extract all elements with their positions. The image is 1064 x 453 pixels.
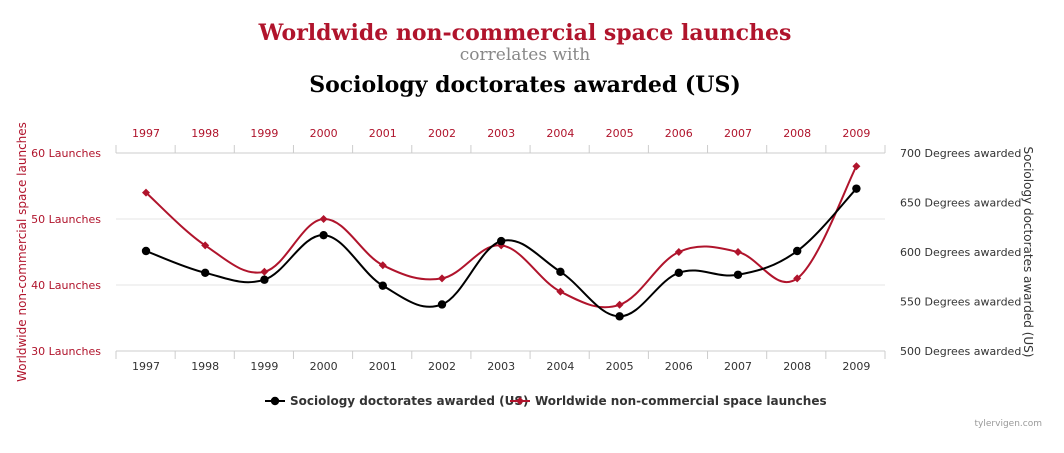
x-top-tick-label: 1998 bbox=[191, 127, 219, 140]
data-point[interactable] bbox=[734, 248, 742, 256]
y-right-axis-label: Sociology doctorates awarded (US) bbox=[1021, 147, 1035, 358]
x-top-tick-label: 2005 bbox=[606, 127, 634, 140]
x-top-tick-label: 1997 bbox=[132, 127, 160, 140]
x-bottom-tick-label: 2005 bbox=[606, 360, 634, 373]
x-top-tick-label: 2006 bbox=[665, 127, 693, 140]
data-point[interactable] bbox=[733, 270, 743, 279]
x-top-tick-label: 2009 bbox=[842, 127, 870, 140]
x-bottom-tick-label: 1998 bbox=[191, 360, 219, 373]
legend: Sociology doctorates awarded (US) Worldwi… bbox=[265, 394, 827, 408]
x-bottom-tick-label: 2008 bbox=[783, 360, 811, 373]
data-point[interactable] bbox=[556, 287, 565, 296]
y-right-tick-label: 700 Degrees awarded bbox=[900, 147, 1021, 160]
x-bottom-tick-label: 2002 bbox=[428, 360, 456, 373]
x-bottom-tick-label: 1999 bbox=[250, 360, 278, 373]
data-point[interactable] bbox=[437, 300, 447, 309]
grid bbox=[116, 152, 885, 352]
data-point[interactable] bbox=[793, 274, 802, 283]
chart-title-2: Sociology doctorates awarded (US) bbox=[309, 72, 741, 98]
data-point[interactable] bbox=[674, 248, 683, 256]
y-left-tick-label: 30 Launches bbox=[31, 345, 101, 358]
data-point[interactable] bbox=[497, 236, 506, 246]
data-point[interactable] bbox=[260, 267, 269, 276]
legend-item[interactable]: Worldwide non-commercial space launches bbox=[510, 394, 827, 408]
data-point[interactable] bbox=[201, 241, 210, 250]
chart-subtitle: correlates with bbox=[460, 45, 590, 65]
x-top-tick-label: 2003 bbox=[487, 127, 515, 140]
x-bottom-tick-label: 1997 bbox=[132, 360, 160, 373]
x-top-tick-label: 1999 bbox=[250, 127, 278, 140]
series-line bbox=[145, 165, 858, 309]
x-top-tick-label: 2007 bbox=[724, 127, 752, 140]
x-bottom-tick-label: 2009 bbox=[842, 360, 870, 373]
y-left-tick-label: 50 Launches bbox=[31, 213, 101, 226]
data-point[interactable] bbox=[378, 261, 387, 270]
x-bottom-tick-label: 2001 bbox=[369, 360, 397, 373]
data-point[interactable] bbox=[319, 215, 328, 223]
y-left-axis-label: Worldwide non-commercial space launches bbox=[15, 122, 29, 382]
data-point[interactable] bbox=[260, 275, 269, 284]
legend-marker bbox=[516, 397, 524, 405]
legend-item[interactable]: Sociology doctorates awarded (US) bbox=[265, 394, 529, 408]
y-right-tick-label: 550 Degrees awarded bbox=[900, 296, 1021, 309]
source-label[interactable]: tylervigen.com bbox=[975, 419, 1042, 429]
x-bottom-tick-label: 2000 bbox=[310, 360, 338, 373]
data-point[interactable] bbox=[615, 300, 624, 309]
data-point[interactable] bbox=[852, 162, 861, 171]
x-bottom-tick-label: 2004 bbox=[546, 360, 574, 373]
data-point[interactable] bbox=[438, 274, 446, 283]
y-right-tick-label: 600 Degrees awarded bbox=[900, 246, 1021, 259]
legend-label: Sociology doctorates awarded (US) bbox=[290, 394, 529, 408]
series-doctorates bbox=[141, 184, 861, 321]
x-top-tick-label: 2004 bbox=[546, 127, 574, 140]
y-left-tick-label: 60 Launches bbox=[31, 147, 101, 160]
x-bottom-tick-label: 2006 bbox=[665, 360, 693, 373]
y-right-tick-label: 500 Degrees awarded bbox=[900, 345, 1021, 358]
chart-title: Worldwide non-commercial space launches bbox=[258, 20, 792, 46]
data-point[interactable] bbox=[142, 188, 150, 197]
x-top-tick-label: 2008 bbox=[783, 127, 811, 140]
data-point[interactable] bbox=[556, 267, 565, 276]
legend-marker bbox=[270, 396, 280, 406]
x-top-tick-label: 2001 bbox=[369, 127, 397, 140]
x-bottom-tick-label: 2007 bbox=[724, 360, 752, 373]
data-point[interactable] bbox=[141, 246, 151, 256]
data-point[interactable] bbox=[674, 268, 683, 277]
y-right-tick-label: 650 Degrees awarded bbox=[900, 197, 1021, 210]
data-point[interactable] bbox=[201, 268, 210, 277]
data-point[interactable] bbox=[793, 246, 802, 256]
series-launches bbox=[142, 162, 861, 309]
legend-label: Worldwide non-commercial space launches bbox=[535, 394, 827, 408]
x-top-tick-label: 2002 bbox=[428, 127, 456, 140]
series-line bbox=[145, 187, 858, 318]
series-layer bbox=[141, 162, 861, 321]
data-point[interactable] bbox=[378, 281, 387, 290]
axes: 30 Launches 40 Launches 50 Launches 60 Laun… bbox=[31, 127, 1021, 373]
data-point[interactable] bbox=[615, 312, 624, 321]
y-left-tick-label: 40 Launches bbox=[31, 279, 101, 292]
data-point[interactable] bbox=[852, 184, 861, 193]
x-bottom-tick-label: 2003 bbox=[487, 360, 515, 373]
data-point[interactable] bbox=[319, 230, 328, 240]
x-top-tick-label: 2000 bbox=[310, 127, 338, 140]
